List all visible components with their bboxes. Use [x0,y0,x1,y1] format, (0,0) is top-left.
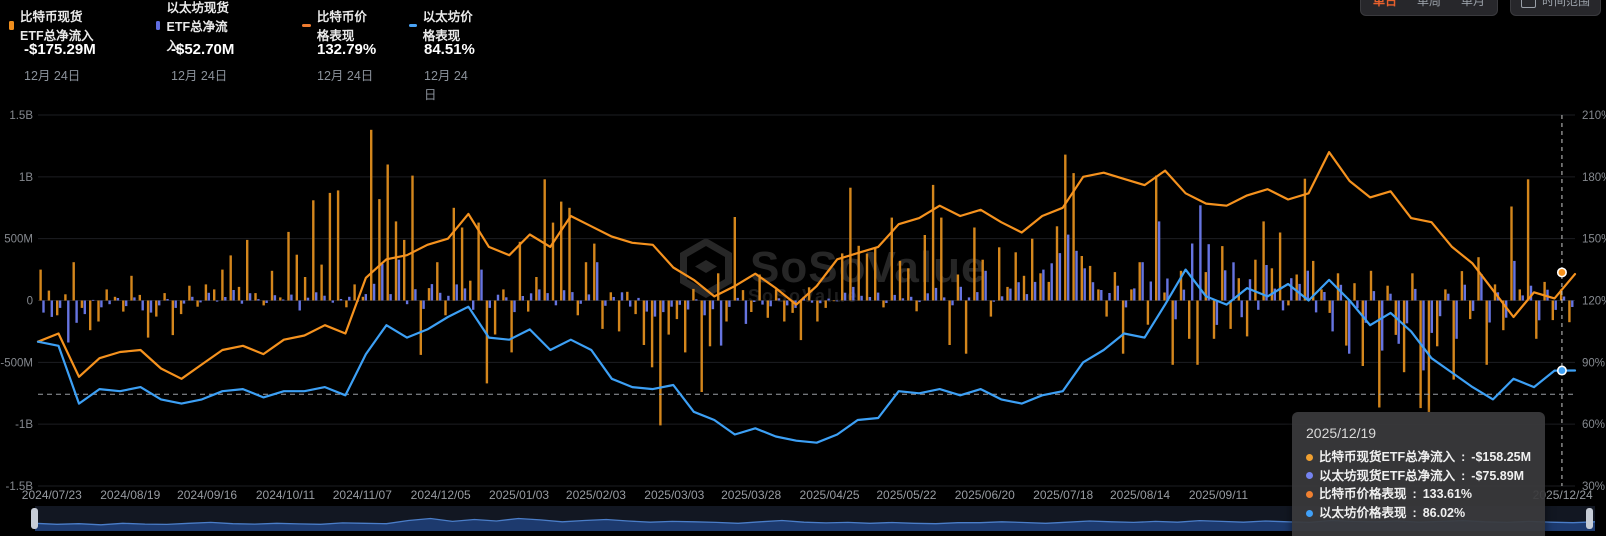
svg-text:2024/12/05: 2024/12/05 [411,488,471,502]
period-daily-button[interactable]: 单日 [1372,0,1397,8]
legend-date: 12月 24日 [24,69,81,83]
tooltip-row-eth-flow: 以太坊现货ETF总净流入: -$75.89M [1306,467,1531,486]
bullet-icon [1306,453,1313,461]
svg-text:2024/09/16: 2024/09/16 [177,488,237,502]
legend-label: 比特币价格表现 [316,10,367,43]
svg-text:2025/12/24: 2025/12/24 [1533,488,1593,502]
legend-date: 12月 24日 [171,69,228,83]
tooltip-row-eth-price: 以太坊价格表现: 86.02% [1306,504,1531,523]
svg-text:500M: 500M [4,234,33,246]
legend-value: 84.51% [424,41,475,58]
svg-text:2025/05/22: 2025/05/22 [876,488,936,502]
svg-text:180%: 180% [1582,172,1606,184]
svg-text:2024/07/23: 2024/07/23 [22,488,82,502]
calendar-icon [1520,0,1536,8]
btc-flow-marker [9,20,14,30]
period-weekly-button[interactable]: 单周 [1416,0,1441,8]
svg-text:120%: 120% [1582,296,1606,308]
svg-text:2024/10/11: 2024/10/11 [256,488,315,502]
svg-text:2025/03/03: 2025/03/03 [644,488,704,502]
svg-text:2025/08/14: 2025/08/14 [1110,488,1170,502]
svg-text:0: 0 [27,296,33,308]
sosovalue-logo-icon [680,238,732,298]
svg-text:2025/01/03: 2025/01/03 [489,488,549,502]
svg-text:2024/11/07: 2024/11/07 [333,488,392,502]
svg-text:2025/09/11: 2025/09/11 [1189,488,1248,502]
legend-value: -$175.29M [24,41,96,58]
minimap-left-handle [31,508,38,529]
svg-text:1B: 1B [19,172,33,184]
svg-text:2025/04/25: 2025/04/25 [800,488,860,502]
period-segmented-control: 单日 单周 单月 [1359,0,1498,16]
legend-item-eth-flow[interactable]: 以太坊现货ETF总净流入 -$52.70M 12月 24日 [156,1,235,84]
legend-item-btc-price[interactable]: 比特币价格表现 132.79% 12月 24日 [302,10,377,84]
period-monthly-button[interactable]: 单月 [1460,0,1485,8]
bullet-icon [1306,509,1313,517]
time-range-button[interactable]: 时间范围 [1509,0,1601,16]
svg-text:210%: 210% [1582,110,1606,122]
svg-text:2024/08/19: 2024/08/19 [100,488,160,502]
minimap-right-handle [1586,508,1593,529]
legend-label: 比特币现货ETF总净流入 [20,10,94,43]
tooltip-row-btc-price: 比特币价格表现: 133.61% [1306,485,1531,504]
hover-tooltip: 2025/12/19 比特币现货ETF总净流入: -$158.25M 以太坊现货… [1292,412,1545,536]
svg-text:1.5B: 1.5B [9,110,33,122]
svg-text:30%: 30% [1582,481,1605,493]
btc-price-marker [302,23,311,27]
legend-date: 12月 24日 [317,69,374,83]
eth-price-marker [409,23,417,27]
time-range-label: 时间范围 [1541,0,1590,8]
svg-text:2025/06/20: 2025/06/20 [955,488,1015,502]
svg-text:2025/07/18: 2025/07/18 [1033,488,1093,502]
legend-item-eth-price[interactable]: 以太坊价格表现 84.51% 12月 24日 [409,10,475,103]
svg-text:60%: 60% [1582,419,1605,431]
svg-text:-1B: -1B [15,419,33,431]
legend-value: -$52.70M [171,41,235,58]
legend-value: 132.79% [317,41,377,58]
svg-text:90%: 90% [1582,357,1605,369]
svg-text:2025/02/03: 2025/02/03 [566,488,626,502]
eth-flow-marker [156,20,161,30]
bullet-icon [1306,490,1313,498]
tooltip-date: 2025/12/19 [1306,425,1377,441]
legend-label: 以太坊价格表现 [422,10,473,43]
legend-date: 12月 24日 [424,69,468,102]
svg-text:150%: 150% [1582,234,1606,246]
svg-text:-500M: -500M [0,357,33,369]
legend-item-btc-flow[interactable]: 比特币现货ETF总净流入 -$175.29M 12月 24日 [9,10,96,84]
tooltip-row-btc-flow: 比特币现货ETF总净流入: -$158.25M [1306,448,1531,467]
svg-text:-1.5B: -1.5B [6,481,34,493]
bullet-icon [1306,472,1313,480]
svg-text:2025/03/28: 2025/03/28 [721,488,781,502]
period-controls: 单日 单周 单月 时间范围 [1359,0,1601,16]
legend-label: 以太坊现货ETF总净流入 [166,0,229,53]
